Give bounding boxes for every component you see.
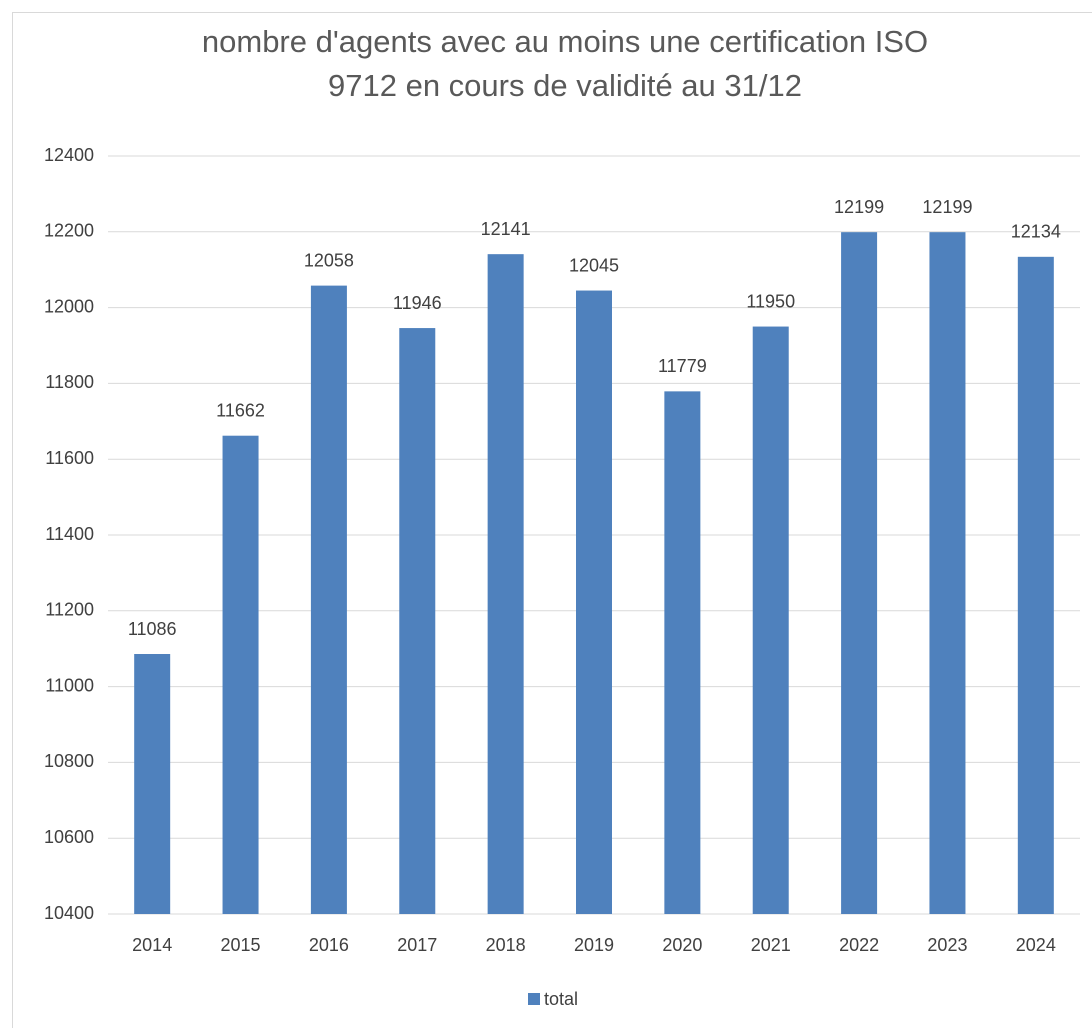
x-tick-label: 2021 bbox=[751, 935, 791, 955]
bar bbox=[664, 391, 701, 914]
y-tick-label: 10600 bbox=[44, 827, 94, 847]
bar bbox=[1017, 256, 1054, 915]
data-label: 12141 bbox=[481, 219, 531, 239]
y-tick-label: 12200 bbox=[44, 221, 94, 241]
y-tick-label: 11000 bbox=[45, 675, 94, 695]
x-tick-label: 2024 bbox=[1016, 935, 1056, 955]
data-label: 12134 bbox=[1011, 222, 1061, 242]
x-tick-label: 2018 bbox=[486, 935, 526, 955]
data-label: 11662 bbox=[216, 400, 265, 420]
bar bbox=[929, 232, 966, 914]
y-tick-label: 10800 bbox=[44, 751, 94, 771]
bar bbox=[222, 435, 259, 914]
data-label: 12199 bbox=[834, 197, 884, 217]
y-tick-label: 11200 bbox=[45, 600, 94, 620]
bar bbox=[310, 285, 347, 914]
x-tick-label: 2019 bbox=[574, 935, 614, 955]
bar bbox=[399, 328, 436, 914]
y-tick-label: 11400 bbox=[45, 524, 94, 544]
data-label: 11950 bbox=[746, 291, 795, 311]
x-tick-label: 2023 bbox=[927, 935, 967, 955]
bar bbox=[576, 290, 612, 914]
y-tick-label: 10400 bbox=[44, 903, 94, 923]
x-tick-label: 2017 bbox=[397, 935, 437, 955]
x-tick-label: 2020 bbox=[662, 935, 702, 955]
data-label: 12199 bbox=[922, 197, 972, 217]
data-label: 12045 bbox=[569, 255, 619, 275]
data-label: 11086 bbox=[128, 619, 177, 639]
x-tick-label: 2016 bbox=[309, 935, 349, 955]
bar bbox=[752, 326, 789, 914]
y-tick-label: 12000 bbox=[44, 296, 94, 316]
data-label: 12058 bbox=[304, 250, 354, 270]
bar bbox=[134, 654, 171, 914]
chart-title: nombre d'agents avec au moins une certif… bbox=[201, 24, 929, 103]
chart-border bbox=[12, 12, 1092, 1028]
x-tick-label: 2015 bbox=[221, 935, 261, 955]
x-tick-label: 2014 bbox=[132, 935, 172, 955]
y-tick-label: 11600 bbox=[45, 448, 94, 468]
data-label: 11946 bbox=[393, 293, 442, 313]
legend-label: total bbox=[544, 989, 578, 1009]
bar bbox=[487, 254, 524, 914]
data-label: 11779 bbox=[658, 356, 707, 376]
y-tick-label: 11800 bbox=[45, 372, 94, 392]
y-tick-label: 12400 bbox=[44, 145, 94, 165]
bar bbox=[841, 232, 878, 914]
x-tick-label: 2022 bbox=[839, 935, 879, 955]
legend-swatch bbox=[528, 993, 540, 1005]
